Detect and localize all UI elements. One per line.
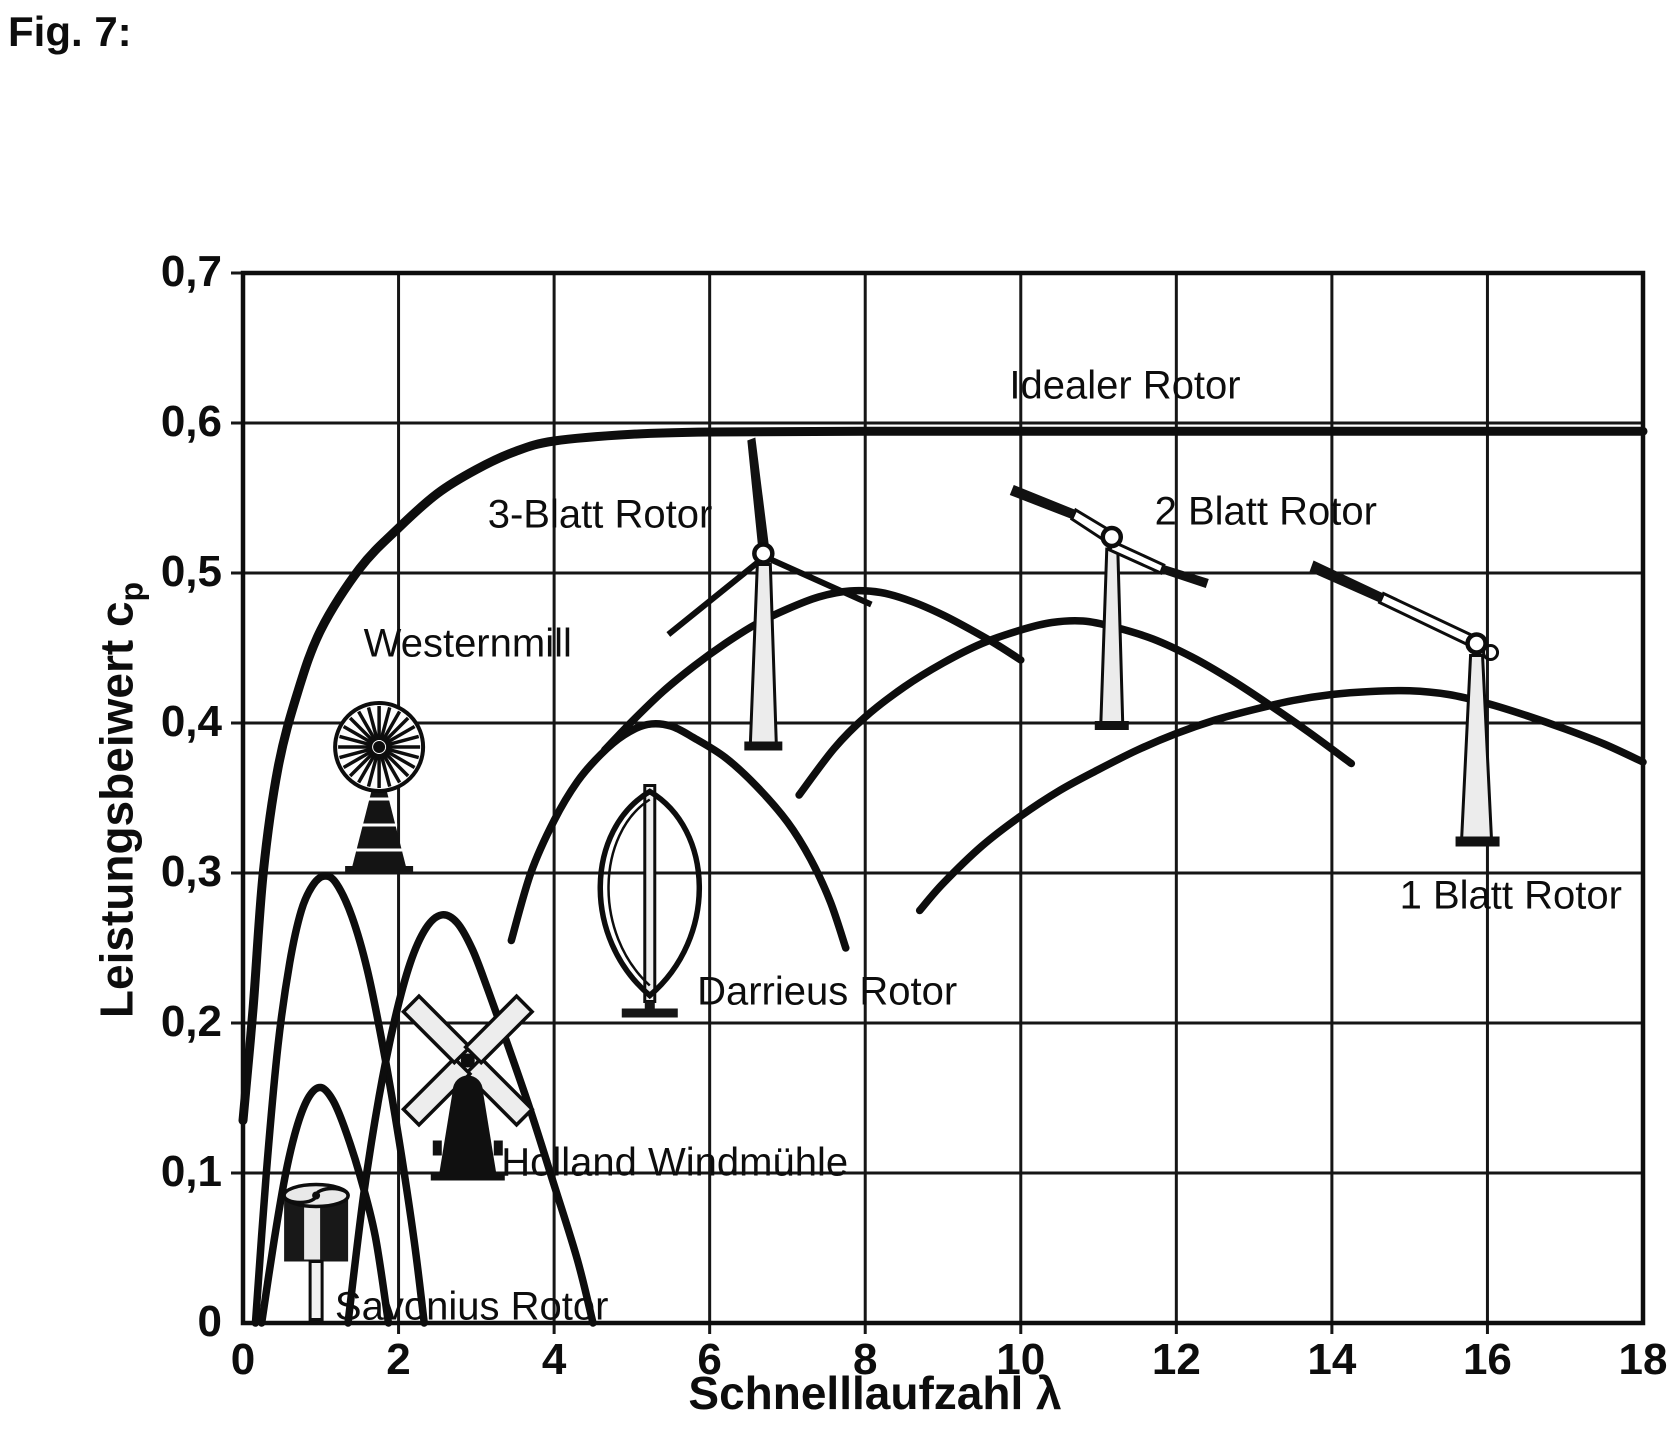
- holland-windmill-icon: [400, 993, 535, 1181]
- x-tick-label-8: 8: [852, 1335, 878, 1384]
- one-blade-rotor-icon: [1309, 560, 1500, 847]
- curve-label-westernmill: Westernmill: [363, 621, 572, 665]
- plot-border: [240, 270, 1646, 1326]
- x-tick-label-0: 0: [230, 1335, 256, 1384]
- curve-darrieus-rotor: [507, 719, 850, 952]
- turbine-icons: [282, 437, 1500, 1321]
- y-tick-label-0_6: 0,6: [160, 397, 222, 446]
- darrieus-rotor-icon: [597, 784, 702, 1018]
- y-axis-title-main: Leistungsbeiwert c: [90, 601, 143, 1019]
- x-tick-label-16: 16: [1462, 1335, 1512, 1384]
- x-tick-label-2: 2: [386, 1335, 411, 1384]
- curve-label-holland-windm-hle: Holland Windmühle: [501, 1140, 849, 1184]
- x-axis-title: Schnelllaufzahl λ: [688, 1367, 1062, 1419]
- y-tick-label-0: 0: [197, 1297, 222, 1346]
- curve-3-blatt-rotor: [600, 586, 1025, 754]
- curve-label-savonius-rotor: Savonius Rotor: [334, 1284, 609, 1328]
- curve-idealer-rotor: [238, 426, 1648, 1125]
- x-tick-label-14: 14: [1307, 1335, 1357, 1384]
- figure-number-label: Fig. 7:: [8, 8, 132, 55]
- curve-label-1-blatt-rotor: 1 Blatt Rotor: [1399, 873, 1622, 917]
- three-blade-rotor-icon: [666, 437, 873, 751]
- y-axis-title-sub: p: [113, 581, 150, 602]
- x-tick-label-18: 18: [1618, 1335, 1668, 1384]
- curve-label-2-blatt-rotor: 2 Blatt Rotor: [1154, 489, 1377, 533]
- savonius-rotor-icon: [282, 1182, 350, 1321]
- y-tick-label-0_3: 0,3: [160, 847, 222, 896]
- data-curves: [238, 426, 1648, 1327]
- x-tick-label-10: 10: [996, 1335, 1046, 1384]
- westernmill-icon: [333, 701, 426, 874]
- curve-label-idealer-rotor: Idealer Rotor: [1009, 363, 1241, 407]
- x-tick-label-4: 4: [541, 1335, 567, 1384]
- x-tick-label-6: 6: [697, 1335, 722, 1384]
- y-tick-label-0_2: 0,2: [160, 997, 222, 1046]
- y-axis-title: Leistungsbeiwert cp: [90, 582, 151, 1018]
- y-tick-label-0_1: 0,1: [160, 1147, 222, 1196]
- two-blade-rotor-icon: [1009, 485, 1209, 730]
- curve-1-blatt-rotor: [915, 686, 1647, 915]
- y-tick-label-0_4: 0,4: [160, 697, 222, 746]
- x-tick-label-12: 12: [1151, 1335, 1201, 1384]
- curve-2-blatt-rotor: [795, 616, 1356, 799]
- curve-holland-windm-hle: [344, 911, 597, 1327]
- curve-label-darrieus-rotor: Darrieus Rotor: [697, 969, 958, 1013]
- y-tick-label-0_5: 0,5: [160, 547, 222, 596]
- y-tick-label-0_7: 0,7: [160, 247, 222, 296]
- curve-label-3-blatt-rotor: 3-Blatt Rotor: [487, 492, 713, 536]
- curve-westernmill: [251, 872, 428, 1327]
